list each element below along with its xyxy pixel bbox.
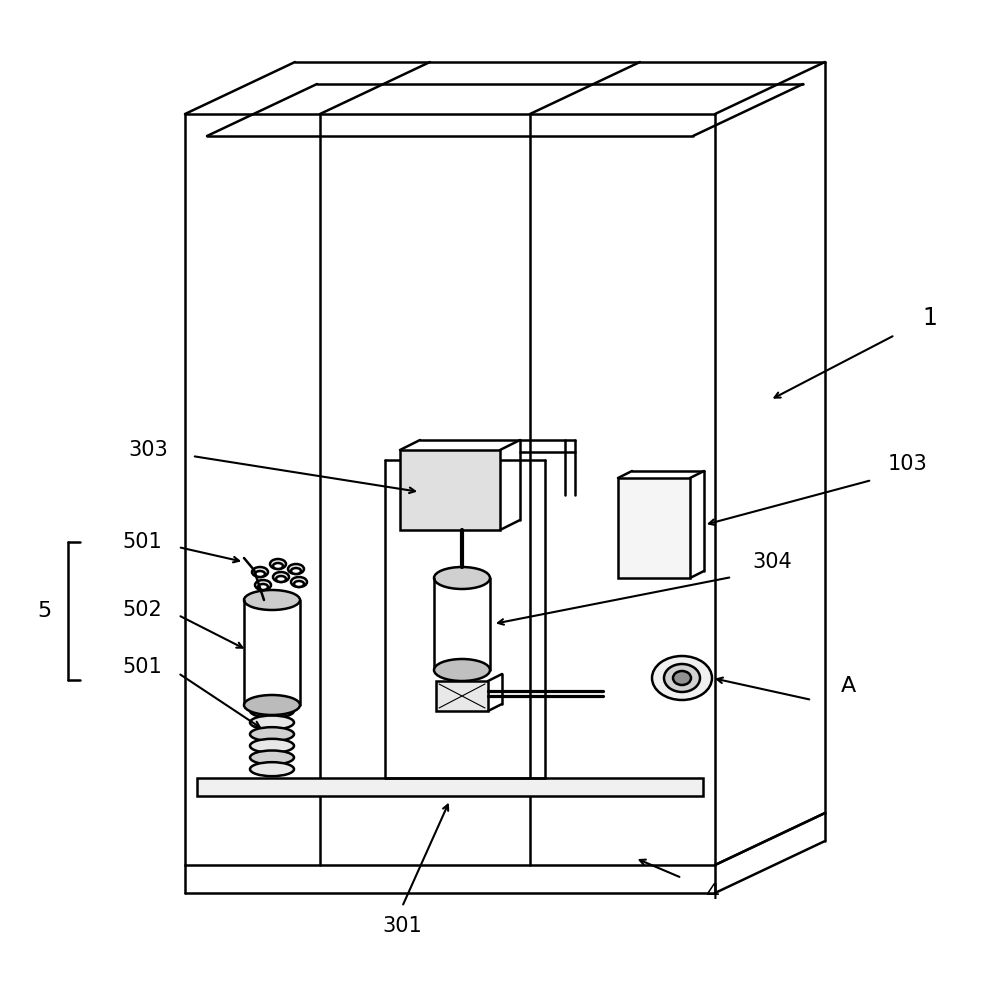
Ellipse shape (434, 659, 490, 681)
Ellipse shape (258, 584, 268, 590)
Ellipse shape (652, 656, 712, 700)
Text: 1: 1 (923, 306, 937, 330)
Ellipse shape (250, 739, 294, 753)
Text: A: A (840, 676, 856, 696)
Text: 4: 4 (706, 883, 720, 903)
Ellipse shape (294, 581, 304, 587)
Ellipse shape (250, 715, 294, 729)
Ellipse shape (273, 563, 283, 569)
Text: 501: 501 (122, 657, 162, 677)
Ellipse shape (291, 568, 301, 574)
Bar (618, 478, 690, 578)
Ellipse shape (255, 571, 265, 577)
Text: 502: 502 (122, 600, 162, 620)
Ellipse shape (252, 567, 268, 577)
Ellipse shape (244, 590, 300, 610)
Text: 304: 304 (752, 552, 792, 572)
Ellipse shape (291, 577, 307, 587)
Ellipse shape (250, 762, 294, 776)
Ellipse shape (664, 664, 700, 692)
Ellipse shape (434, 567, 490, 589)
Bar (400, 450, 500, 530)
Text: 103: 103 (888, 454, 928, 474)
Ellipse shape (250, 750, 294, 764)
Ellipse shape (255, 580, 271, 590)
Bar (197, 778, 703, 796)
Ellipse shape (270, 559, 286, 569)
Ellipse shape (288, 564, 304, 574)
Ellipse shape (273, 572, 289, 582)
Bar (436, 681, 488, 711)
Text: 5: 5 (38, 601, 52, 621)
Ellipse shape (250, 727, 294, 741)
Ellipse shape (244, 695, 300, 715)
Ellipse shape (673, 671, 691, 685)
Ellipse shape (276, 576, 286, 582)
Ellipse shape (250, 704, 294, 718)
Text: 301: 301 (382, 916, 422, 936)
Text: 501: 501 (122, 532, 162, 552)
Text: 303: 303 (128, 440, 168, 460)
